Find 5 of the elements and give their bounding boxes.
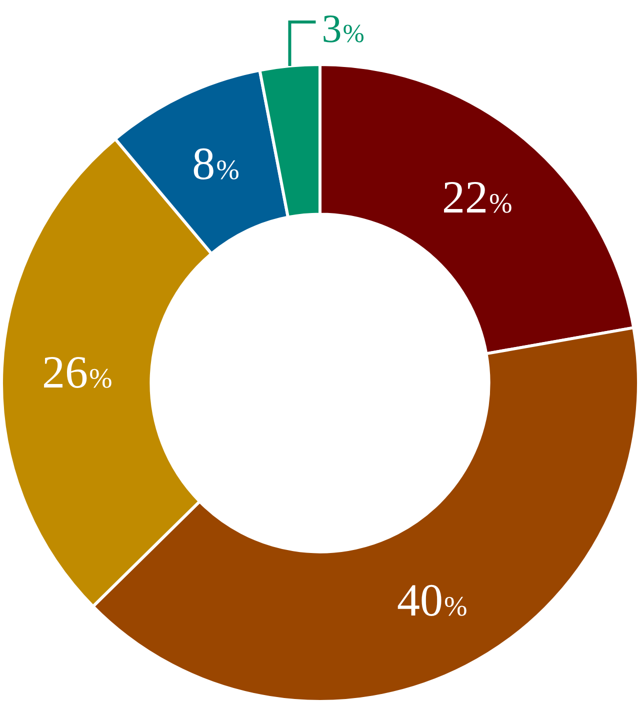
data-label: 22% (442, 171, 512, 222)
data-label: 26% (42, 346, 112, 398)
data-label: 8% (192, 138, 240, 189)
data-label: 40% (396, 574, 468, 626)
data-label: 3% (322, 6, 364, 51)
